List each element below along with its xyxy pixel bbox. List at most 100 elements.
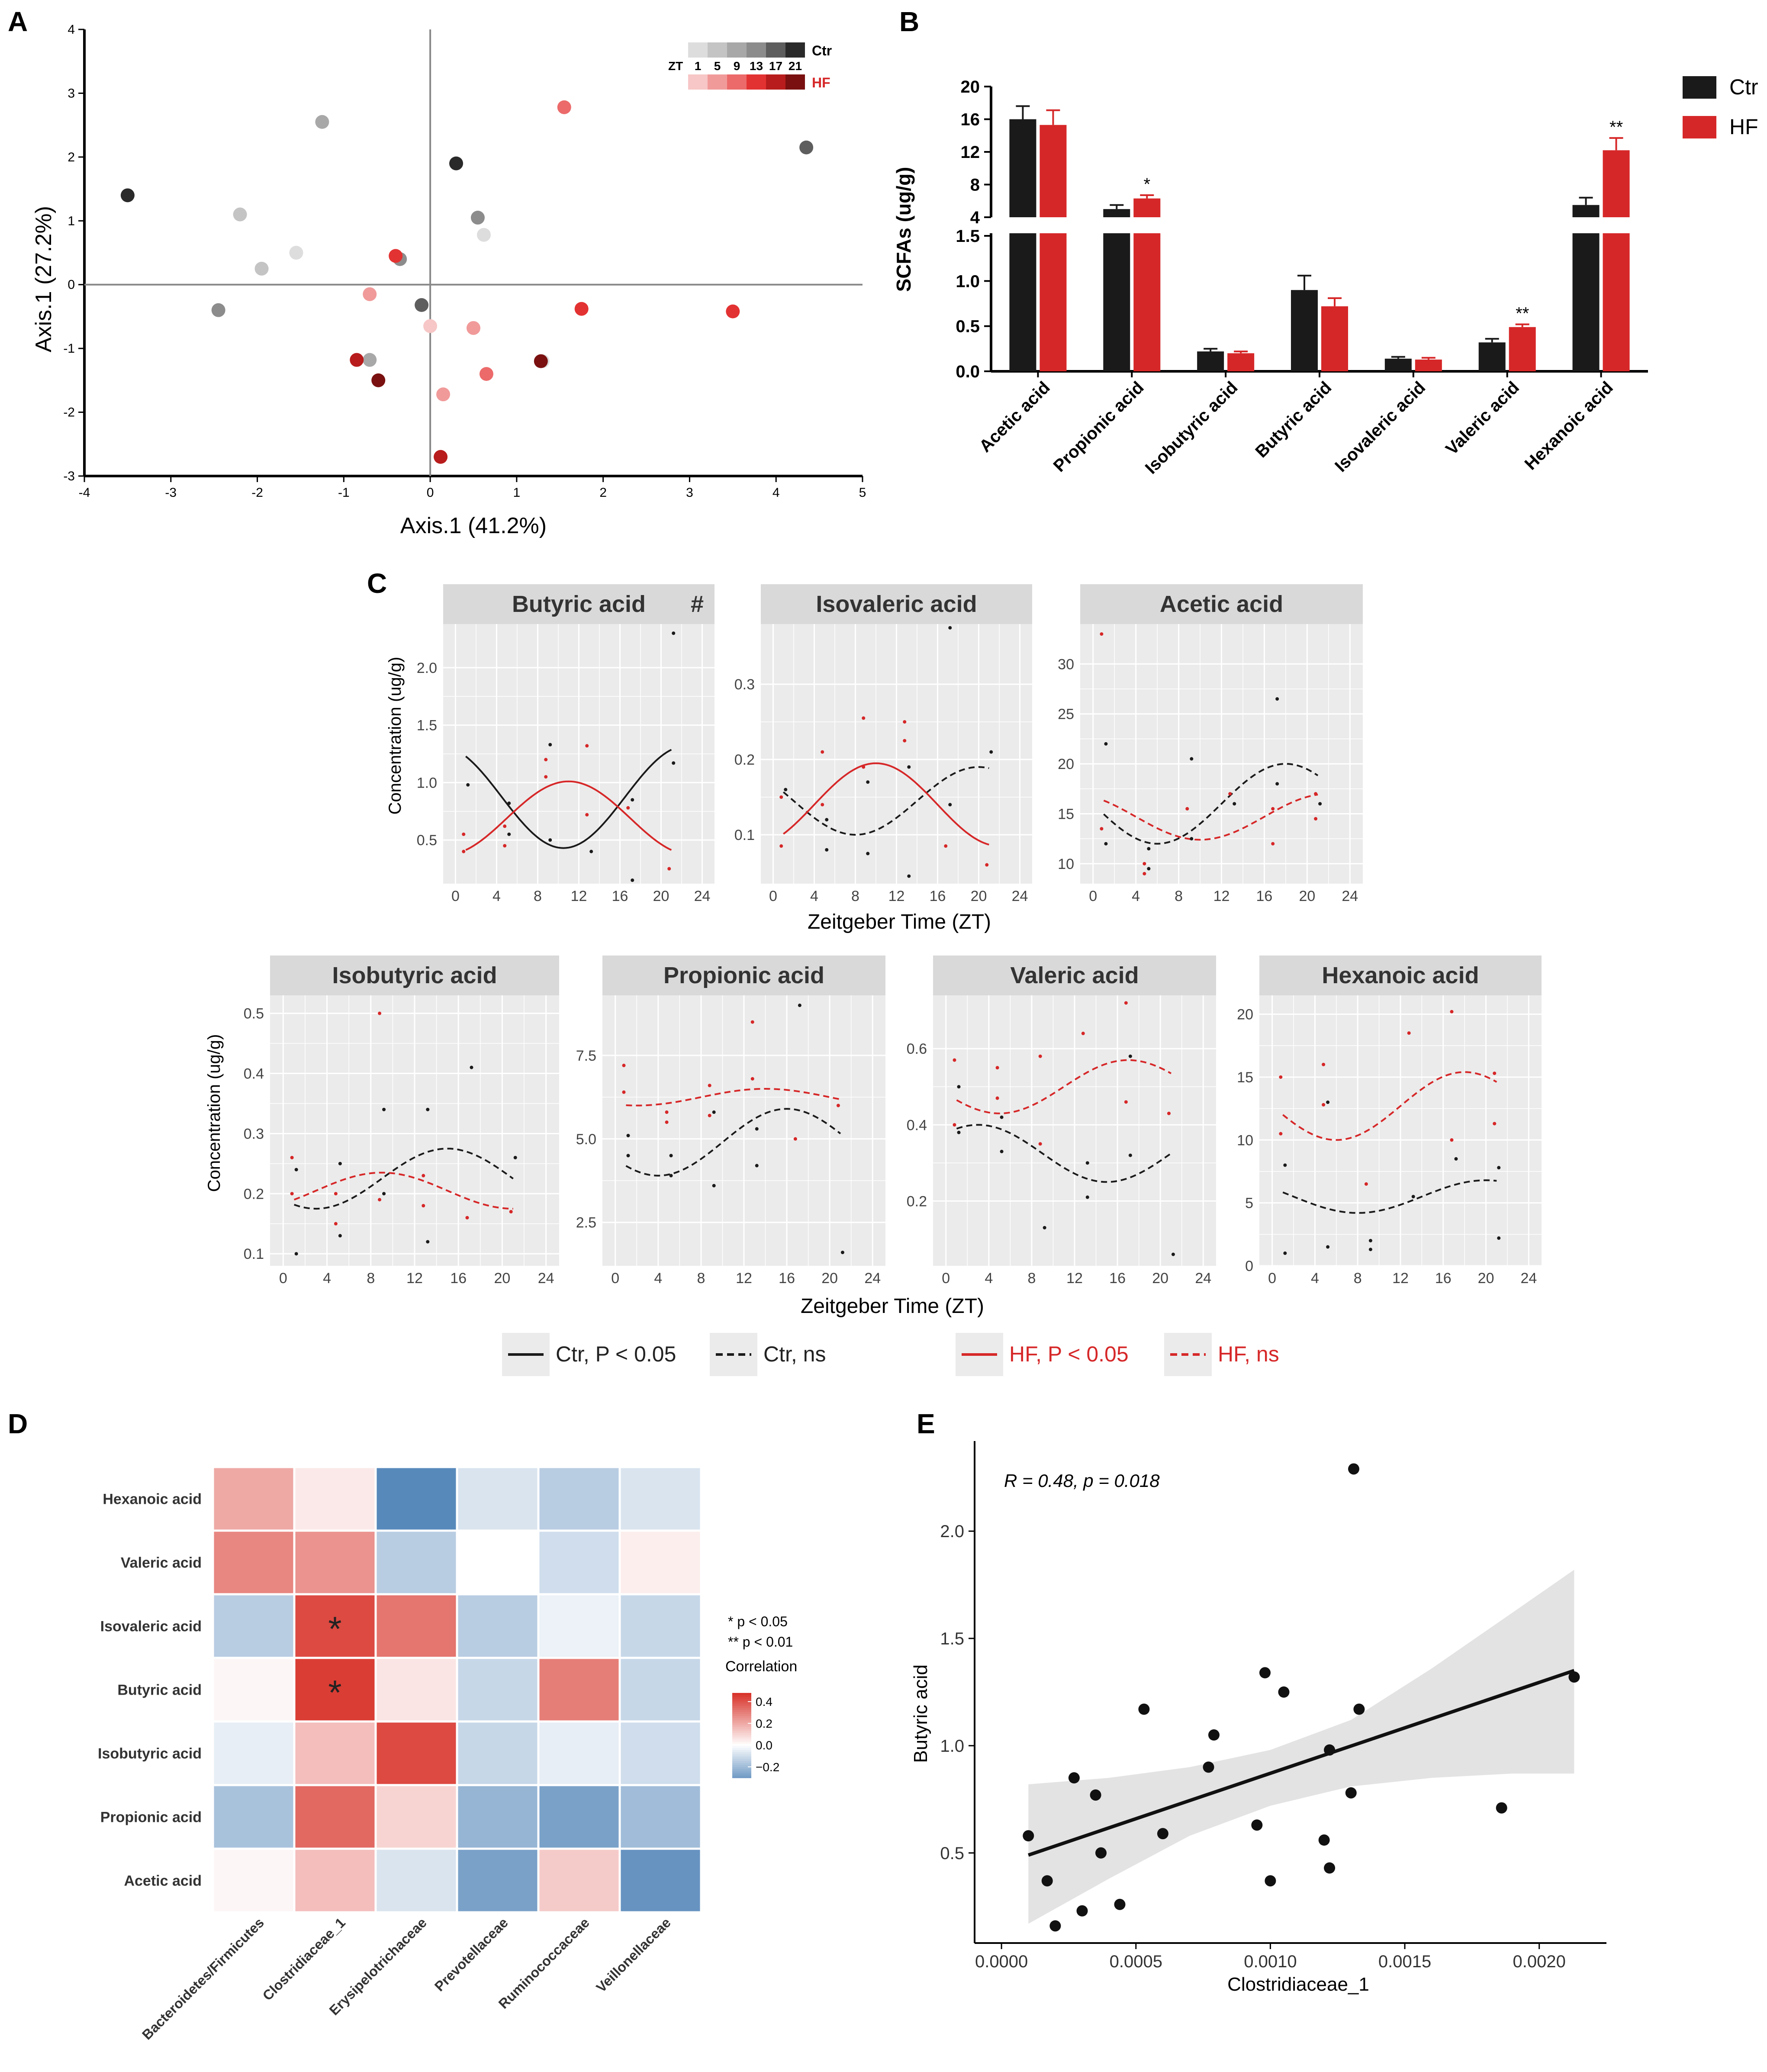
e-point	[1324, 1862, 1336, 1874]
d-cell	[618, 1529, 702, 1596]
d-legend-gradient-step	[732, 1773, 751, 1776]
c-y-tick-label: 1.0	[417, 775, 437, 791]
d-legend-gradient-step	[732, 1739, 751, 1742]
panel-e-annotation-r: R = 0.48,	[1004, 1470, 1083, 1491]
c-ctr-point	[1497, 1166, 1501, 1170]
c-x-tick-label: 12	[571, 888, 587, 904]
c-ctr-point	[755, 1127, 759, 1131]
c-x-tick-label: 20	[1299, 888, 1315, 904]
c-y-tick-label: 5	[1245, 1195, 1253, 1212]
c-x-tick-label: 20	[971, 888, 987, 904]
c-hf-point	[1038, 1142, 1042, 1146]
c-ctr-point	[626, 1154, 630, 1158]
c-hf-point	[1167, 1111, 1171, 1115]
e-point	[1208, 1729, 1220, 1741]
c-x-tick-label: 16	[1256, 888, 1273, 904]
d-cell	[374, 1847, 458, 1914]
panel-e-correlation-scatter: E 0.0000 0.0005 0.0010 0.0015 0.0020 0.5 1.0 1.…	[910, 1408, 1606, 1995]
a-point-hf	[363, 287, 377, 301]
d-legend-gradient-step	[732, 1725, 751, 1728]
d-legend-gradient-step	[732, 1737, 751, 1740]
c-y-tick-label: 20	[1058, 756, 1074, 772]
a-legend-hf-swatch	[708, 74, 727, 90]
b-legend-label-hf: HF	[1729, 115, 1758, 139]
panel-label-e: E	[917, 1408, 935, 1439]
c-x-tick-label: 16	[1109, 1270, 1126, 1287]
e-point	[1324, 1744, 1336, 1756]
c-ctr-point	[1190, 837, 1194, 841]
a-point-hf	[371, 373, 386, 387]
panel-b-legend: Ctr HF	[1683, 75, 1758, 139]
c-hf-point	[862, 765, 866, 769]
c-ctr-point	[840, 1251, 844, 1255]
e-x-tick-label: 0.0005	[1110, 1952, 1162, 1971]
c-hf-point	[985, 863, 989, 867]
c-x-tick-label: 20	[653, 888, 669, 904]
c-ctr-point	[1147, 867, 1151, 871]
panel-label-b: B	[899, 6, 919, 37]
panel-e-plot: 0.0000 0.0005 0.0010 0.0015 0.0020 0.5 1.0 1.5 2…	[940, 1441, 1606, 1971]
c-y-tick-label: 0.2	[734, 752, 755, 768]
b-bar-lower-ctr	[1009, 233, 1036, 371]
d-cell	[212, 1847, 296, 1914]
panel-a-points	[120, 100, 814, 464]
c-hf-point	[750, 1020, 754, 1024]
c-hf-point	[1124, 1100, 1128, 1104]
c-hf-point	[1038, 1054, 1042, 1058]
c-y-tick-label: 0.3	[734, 676, 755, 693]
a-legend-hf-swatch	[727, 74, 747, 90]
c-hf-point	[1279, 1132, 1283, 1136]
c-ctr-point	[1190, 757, 1194, 761]
c-hf-point	[585, 813, 589, 817]
e-point	[1568, 1671, 1580, 1683]
a-x-tick-label: 1	[513, 486, 521, 500]
e-point	[1348, 1463, 1359, 1475]
b-bar-hf	[1321, 306, 1348, 371]
a-x-tick-label: 0	[427, 486, 434, 500]
c-ctr-point	[1043, 1226, 1046, 1229]
a-point-hf	[726, 304, 740, 319]
a-y-tick-label: 4	[68, 23, 75, 37]
c-facet-strip	[933, 956, 1216, 995]
panel-c-legend: Ctr, P < 0.05 Ctr, ns HF, P < 0.05 HF, ns	[502, 1333, 1279, 1376]
e-point	[1114, 1898, 1126, 1910]
c-x-tick-label: 24	[1342, 888, 1358, 904]
panel-e-x-label: Clostridiaceae_1	[1227, 1974, 1369, 1995]
panel-b-bars: *****	[1009, 105, 1630, 371]
c-hf-point	[1314, 792, 1318, 796]
c-hf-point	[779, 795, 783, 799]
c-hf-point	[953, 1058, 956, 1062]
a-legend-hf-swatch	[785, 74, 805, 90]
c-x-tick-label: 12	[736, 1270, 752, 1287]
b-category-label: Acetic acid	[975, 378, 1053, 456]
c-hf-point	[1143, 862, 1146, 865]
e-point	[1041, 1875, 1053, 1887]
d-legend-gradient-step	[732, 1765, 751, 1768]
c-hf-point	[995, 1096, 999, 1100]
c-ctr-point	[1326, 1100, 1330, 1104]
c-ctr-point	[1104, 742, 1108, 746]
c-x-tick-label: 12	[1213, 888, 1230, 904]
c-hf-point	[462, 832, 466, 836]
c-hf-point	[1279, 1075, 1283, 1079]
a-point-hf	[534, 354, 548, 368]
c-hf-point	[1124, 1001, 1128, 1005]
c-ctr-point	[1171, 1252, 1175, 1256]
a-legend-ctr-swatch	[708, 42, 727, 58]
b-bar-hf	[1415, 359, 1442, 371]
c-hf-point	[1228, 792, 1232, 796]
b-bar-lower-hf	[1133, 233, 1161, 371]
b-bar-upper-hf	[1133, 198, 1161, 217]
panel-label-c: C	[367, 568, 387, 599]
c-x-tick-label: 12	[406, 1270, 423, 1287]
b-bar-ctr	[1197, 351, 1224, 371]
c-facet-flag: #	[691, 591, 704, 617]
c-hf-point	[1493, 1071, 1497, 1075]
a-legend-hf-swatch	[747, 74, 766, 90]
c-ctr-point	[948, 626, 952, 630]
b-bar-ctr	[1478, 342, 1506, 371]
c-ctr-point	[907, 874, 911, 878]
c-ctr-point	[1318, 802, 1322, 806]
d-legend-gradient-step	[732, 1714, 751, 1717]
c-hf-point	[1271, 807, 1275, 811]
